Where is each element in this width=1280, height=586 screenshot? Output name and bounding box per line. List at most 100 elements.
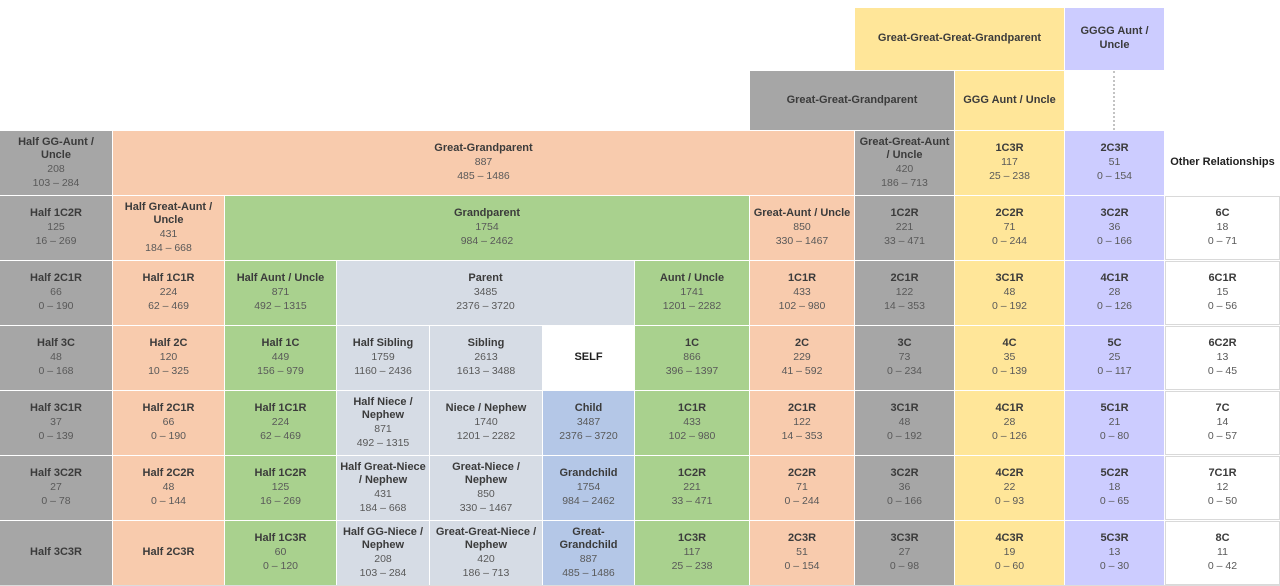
- relationship-label: Great-Great-Niece / Nephew: [435, 525, 537, 552]
- relationship-label: 3C3R: [890, 532, 919, 545]
- cm-range: 33 – 471: [671, 494, 713, 507]
- cm-range: 0 – 154: [784, 559, 820, 572]
- cm-range: 0 – 50: [1207, 494, 1238, 507]
- relationship-label: Half 1C1R: [254, 402, 307, 415]
- relationship-label: Grandparent: [453, 207, 520, 220]
- average-cm-value: 27: [50, 481, 62, 494]
- cell-1c1r: 1C1R 433 102 – 980: [635, 391, 749, 455]
- cell-5c: 5C 25 0 – 117: [1065, 326, 1164, 390]
- cell-4c1r: 4C1R 28 0 – 126: [1065, 261, 1164, 325]
- average-cm-value: 1754: [576, 481, 601, 494]
- relationship-label: Half Niece / Nephew: [353, 395, 413, 422]
- average-cm-value: 431: [159, 228, 178, 241]
- cell-half-1c1r: Half 1C1R 224 62 – 469: [113, 261, 224, 325]
- cell-half-aunt-uncle: Half Aunt / Uncle 871 492 – 1315: [225, 261, 336, 325]
- relationship-label: 2C3R: [787, 532, 817, 545]
- cell-niece-nephew: Niece / Nephew 1740 1201 – 2282: [430, 391, 542, 455]
- cell-1c3r: 1C3R 117 25 – 238: [955, 131, 1064, 195]
- cell-self: SELF: [543, 326, 634, 390]
- average-cm-value: 14: [1216, 416, 1229, 429]
- relationship-label: Child: [574, 402, 603, 415]
- cell-great-grandchild: Great-Grandchild 887 485 – 1486: [543, 521, 634, 585]
- relationship-label: 3C1R: [890, 402, 919, 415]
- average-cm-value: 35: [1003, 351, 1016, 364]
- cell-1c3r: 1C3R 117 25 – 238: [635, 521, 749, 585]
- relationship-label: 3C: [897, 337, 912, 350]
- cell-half-great-niece-nephew: Half Great-Niece / Nephew 431 184 – 668: [337, 456, 429, 520]
- relationship-label: Niece / Nephew: [445, 402, 527, 415]
- relationship-label: Other Relationships: [1170, 156, 1275, 169]
- cm-range: 984 – 2462: [562, 494, 615, 507]
- relationship-label: 1C1R: [787, 272, 817, 285]
- average-cm-value: 866: [683, 351, 701, 364]
- cm-range: 184 – 668: [359, 501, 407, 514]
- average-cm-value: 850: [793, 221, 811, 234]
- relationship-label: 1C3R: [995, 142, 1024, 155]
- relationship-label: Great-Great-Grandparent: [786, 93, 918, 106]
- cm-range: 330 – 1467: [775, 234, 829, 247]
- relationship-label: Half Great-Niece / Nephew: [340, 460, 426, 487]
- average-cm-value: 71: [796, 481, 808, 494]
- average-cm-value: 208: [47, 163, 65, 176]
- average-cm-value: 433: [793, 286, 811, 299]
- cell-1c2r: 1C2R 221 33 – 471: [635, 456, 749, 520]
- relationship-label: Half 1C1R: [142, 272, 195, 285]
- average-cm-value: 1759: [371, 351, 395, 364]
- cm-range: 1160 – 2436: [354, 364, 412, 377]
- average-cm-value: 2613: [474, 351, 498, 364]
- relationship-label: Parent: [468, 272, 503, 285]
- cell-1c1r: 1C1R 433 102 – 980: [750, 261, 854, 325]
- cell-great-aunt-uncle: Great-Aunt / Uncle 850 330 – 1467: [750, 196, 854, 260]
- cell-other-relationships: Other Relationships: [1165, 131, 1280, 195]
- cm-range: 0 – 78: [41, 494, 71, 507]
- cell-2c3r: 2C3R 51 0 – 154: [750, 521, 854, 585]
- average-cm-value: 221: [895, 221, 914, 234]
- relationship-label: 2C1R: [787, 402, 817, 415]
- cm-range: 33 – 471: [884, 234, 925, 247]
- average-cm-value: 122: [895, 286, 914, 299]
- average-cm-value: 28: [1003, 416, 1016, 429]
- relationship-label: Half GG-Aunt / Uncle: [18, 135, 94, 162]
- average-cm-value: 48: [1003, 286, 1016, 299]
- average-cm-value: 22: [1003, 481, 1016, 494]
- cm-range: 0 – 117: [1097, 364, 1132, 377]
- cm-range: 184 – 668: [145, 241, 192, 254]
- relationship-label: SELF: [574, 351, 603, 364]
- cell-sibling: Sibling 2613 1613 – 3488: [430, 326, 542, 390]
- relationship-label: Half 3C2R: [30, 467, 82, 480]
- average-cm-value: 48: [50, 351, 62, 364]
- relationship-label: Half 3C: [37, 337, 75, 350]
- cell-gggg-aunt-uncle: GGGG Aunt / Uncle: [1065, 8, 1164, 70]
- relationship-label: Great-Great-Great-Grandparent: [877, 32, 1042, 45]
- cm-range: 396 – 1397: [665, 364, 719, 377]
- cm-range: 16 – 269: [35, 234, 77, 247]
- relationship-label: Grandchild: [559, 467, 618, 480]
- cm-range: 0 – 71: [1207, 234, 1238, 247]
- cell-aunt-uncle: Aunt / Uncle 1741 1201 – 2282: [635, 261, 749, 325]
- relationship-label: Half 3C3R: [30, 546, 82, 559]
- relationship-label: Half 2C2R: [142, 467, 195, 480]
- relationship-label: 1C: [684, 337, 700, 350]
- average-cm-value: 420: [477, 553, 495, 566]
- average-cm-value: 51: [1108, 156, 1121, 169]
- relationship-label: 5C: [1107, 337, 1122, 350]
- cell-4c: 4C 35 0 – 139: [955, 326, 1064, 390]
- cm-range: 0 – 192: [886, 429, 923, 442]
- cell-great-grandparent: Great-Grandparent 887 485 – 1486: [113, 131, 854, 195]
- cell-great-great-great-grandparent: Great-Great-Great-Grandparent: [855, 8, 1064, 70]
- cell-great-great-grandparent: Great-Great-Grandparent: [750, 71, 954, 130]
- relationship-label: Half Sibling: [352, 337, 414, 350]
- cm-range: 102 – 980: [668, 429, 716, 442]
- cell-3c3r: 3C3R 27 0 – 98: [855, 521, 954, 585]
- average-cm-value: 25: [1108, 351, 1121, 364]
- relationship-label: 5C2R: [1100, 467, 1129, 480]
- cell-6c2r: 6C2R 13 0 – 45: [1165, 326, 1280, 390]
- cm-range: 0 – 168: [38, 364, 74, 377]
- cell-6c1r: 6C1R 15 0 – 56: [1165, 261, 1280, 325]
- average-cm-value: 1754: [475, 221, 499, 234]
- cell-3c2r: 3C2R 36 0 – 166: [855, 456, 954, 520]
- cm-range: 186 – 713: [462, 566, 510, 579]
- cm-range: 492 – 1315: [356, 436, 410, 449]
- cell-half-gg-niece-nephew: Half GG-Niece / Nephew 208 103 – 284: [337, 521, 429, 585]
